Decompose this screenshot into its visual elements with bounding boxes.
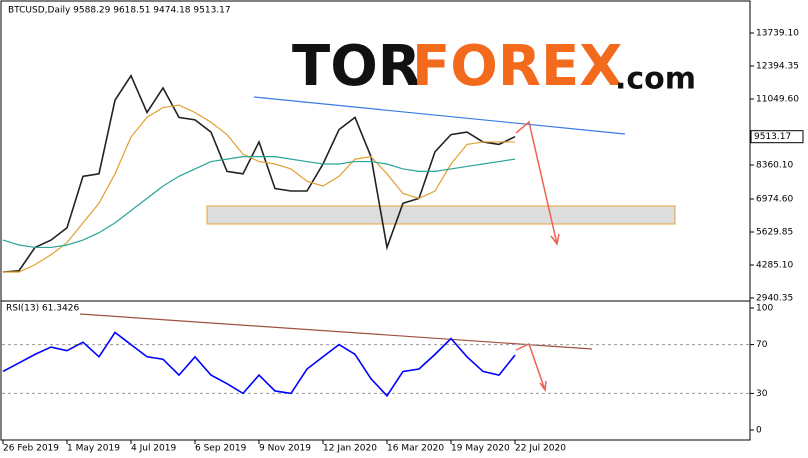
x-tick-label: 4 Jul 2019: [131, 444, 176, 454]
y-tick-label: 11049.60: [756, 94, 799, 104]
x-tick-label: 1 May 2019: [67, 444, 120, 454]
x-tick-label: 9 Nov 2019: [259, 444, 311, 454]
y-tick-label: 4285.10: [756, 260, 793, 270]
y-tick-label: 5629.85: [756, 227, 793, 237]
series-line: [2, 331, 516, 398]
rsi-panel: [0, 300, 751, 441]
support-zone: [206, 205, 676, 225]
trend-line: [253, 96, 626, 135]
series-line: [2, 73, 516, 273]
y-tick-label: 30: [756, 389, 768, 399]
y-tick-label: 0: [756, 426, 762, 436]
chart-title: BTCUSD,Daily 9588.29 9618.51 9474.18 951…: [8, 6, 231, 16]
x-tick-label: 19 May 2020: [451, 444, 510, 454]
series-line: [3, 104, 515, 273]
series-line: [2, 156, 516, 249]
y-tick-label: 2940.35: [756, 293, 793, 303]
logo-text: .com: [615, 62, 696, 97]
price-tag-label: 9513.17: [754, 132, 791, 142]
y-tick-label: 13739.10: [756, 28, 799, 38]
y-tick-label: 70: [756, 340, 768, 350]
logo: TOR FOREX .com: [292, 34, 696, 99]
x-tick-label: 16 Mar 2020: [387, 444, 444, 454]
x-tick-label: 6 Sep 2019: [195, 444, 247, 454]
y-tick-label: 100: [756, 304, 773, 314]
price-tag: [750, 130, 804, 144]
rsi-trend-line: [79, 313, 593, 350]
y-tick-label: 8360.10: [756, 160, 793, 170]
logo-text: FOREX: [412, 34, 622, 99]
x-tick-label: 22 Jul 2020: [515, 444, 566, 454]
y-tick-label: 12394.35: [756, 61, 799, 71]
forecast-arrows: [515, 120, 560, 393]
y-tick-label: 6974.60: [756, 194, 793, 204]
rsi-title: RSI(13) 61.3426: [6, 304, 79, 314]
x-tick-label: 26 Feb 2019: [3, 444, 59, 454]
x-tick-label: 12 Jan 2020: [323, 444, 377, 454]
logo-text: TOR: [292, 34, 421, 99]
